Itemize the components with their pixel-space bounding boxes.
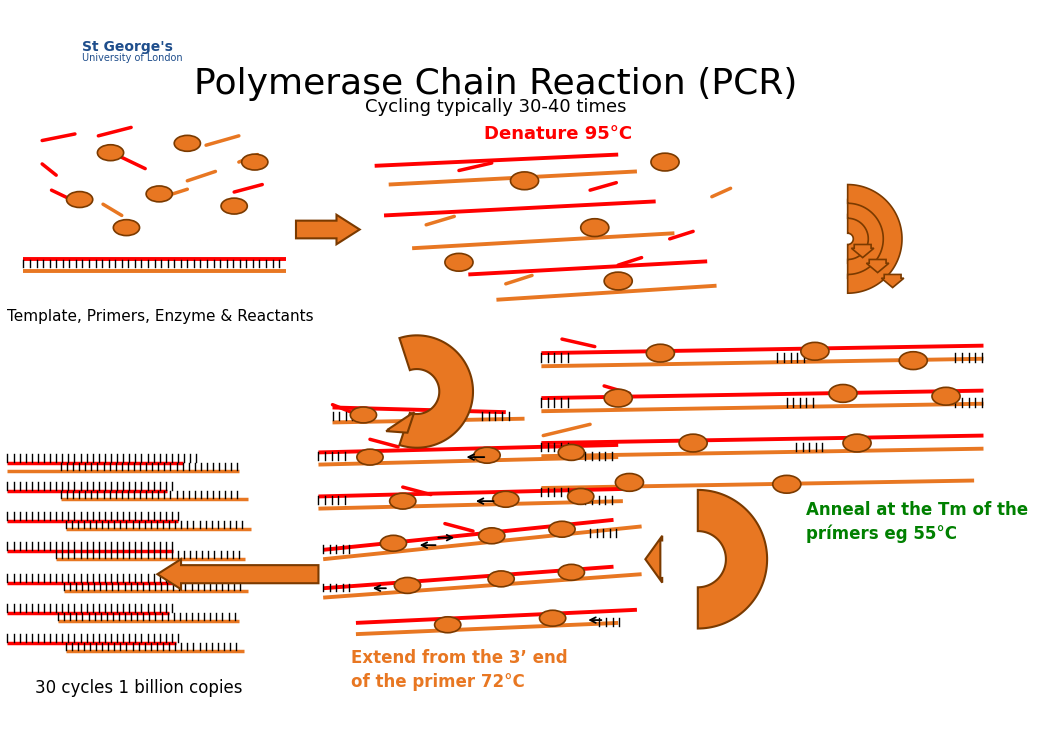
- Text: St George's: St George's: [83, 40, 174, 54]
- Ellipse shape: [175, 135, 200, 151]
- Ellipse shape: [380, 535, 406, 551]
- FancyArrow shape: [158, 559, 318, 589]
- Ellipse shape: [679, 434, 707, 452]
- Ellipse shape: [350, 407, 377, 423]
- Ellipse shape: [604, 389, 633, 407]
- Ellipse shape: [651, 153, 679, 171]
- Ellipse shape: [801, 343, 828, 360]
- Polygon shape: [847, 215, 872, 263]
- Ellipse shape: [435, 617, 461, 633]
- Text: Cycling typically 30-40 times: Cycling typically 30-40 times: [365, 98, 626, 116]
- Ellipse shape: [478, 528, 505, 544]
- Text: Anneal at the Tm of the
prímers eg 55°C: Anneal at the Tm of the prímers eg 55°C: [805, 501, 1027, 543]
- Polygon shape: [847, 200, 887, 278]
- Ellipse shape: [772, 475, 801, 493]
- Ellipse shape: [559, 565, 584, 580]
- Ellipse shape: [559, 445, 584, 460]
- Ellipse shape: [843, 434, 871, 452]
- FancyArrow shape: [881, 275, 904, 288]
- Text: Polymerase Chain Reaction (PCR): Polymerase Chain Reaction (PCR): [194, 67, 797, 101]
- Ellipse shape: [221, 198, 248, 214]
- Ellipse shape: [567, 488, 594, 505]
- Polygon shape: [400, 335, 473, 448]
- Ellipse shape: [97, 145, 124, 161]
- Ellipse shape: [932, 387, 960, 405]
- Text: 30 cycles 1 billion copies: 30 cycles 1 billion copies: [35, 679, 242, 697]
- Ellipse shape: [828, 385, 857, 403]
- FancyArrow shape: [386, 412, 415, 433]
- Ellipse shape: [357, 449, 383, 465]
- Ellipse shape: [113, 220, 140, 235]
- Ellipse shape: [581, 219, 608, 237]
- Polygon shape: [847, 184, 902, 293]
- Ellipse shape: [540, 610, 566, 626]
- Ellipse shape: [604, 272, 633, 290]
- FancyArrow shape: [852, 244, 874, 258]
- FancyArrow shape: [296, 215, 360, 244]
- Text: Template, Primers, Enzyme & Reactants: Template, Primers, Enzyme & Reactants: [7, 309, 314, 324]
- Ellipse shape: [146, 186, 172, 202]
- Ellipse shape: [395, 577, 421, 593]
- Polygon shape: [698, 490, 767, 628]
- Ellipse shape: [241, 154, 268, 170]
- Ellipse shape: [549, 521, 576, 537]
- Ellipse shape: [474, 447, 500, 463]
- Ellipse shape: [899, 352, 927, 369]
- Ellipse shape: [616, 474, 643, 491]
- Ellipse shape: [493, 491, 518, 507]
- Ellipse shape: [67, 192, 93, 207]
- FancyArrow shape: [867, 260, 889, 272]
- Ellipse shape: [445, 253, 473, 271]
- Ellipse shape: [510, 172, 539, 189]
- Ellipse shape: [646, 344, 674, 362]
- Text: University of London: University of London: [83, 53, 183, 64]
- Ellipse shape: [488, 571, 514, 587]
- Text: Denature 95°C: Denature 95°C: [485, 124, 633, 143]
- Ellipse shape: [389, 493, 416, 509]
- FancyArrow shape: [645, 536, 662, 582]
- Text: Extend from the 3’ end
of the primer 72°C: Extend from the 3’ end of the primer 72°…: [351, 649, 568, 690]
